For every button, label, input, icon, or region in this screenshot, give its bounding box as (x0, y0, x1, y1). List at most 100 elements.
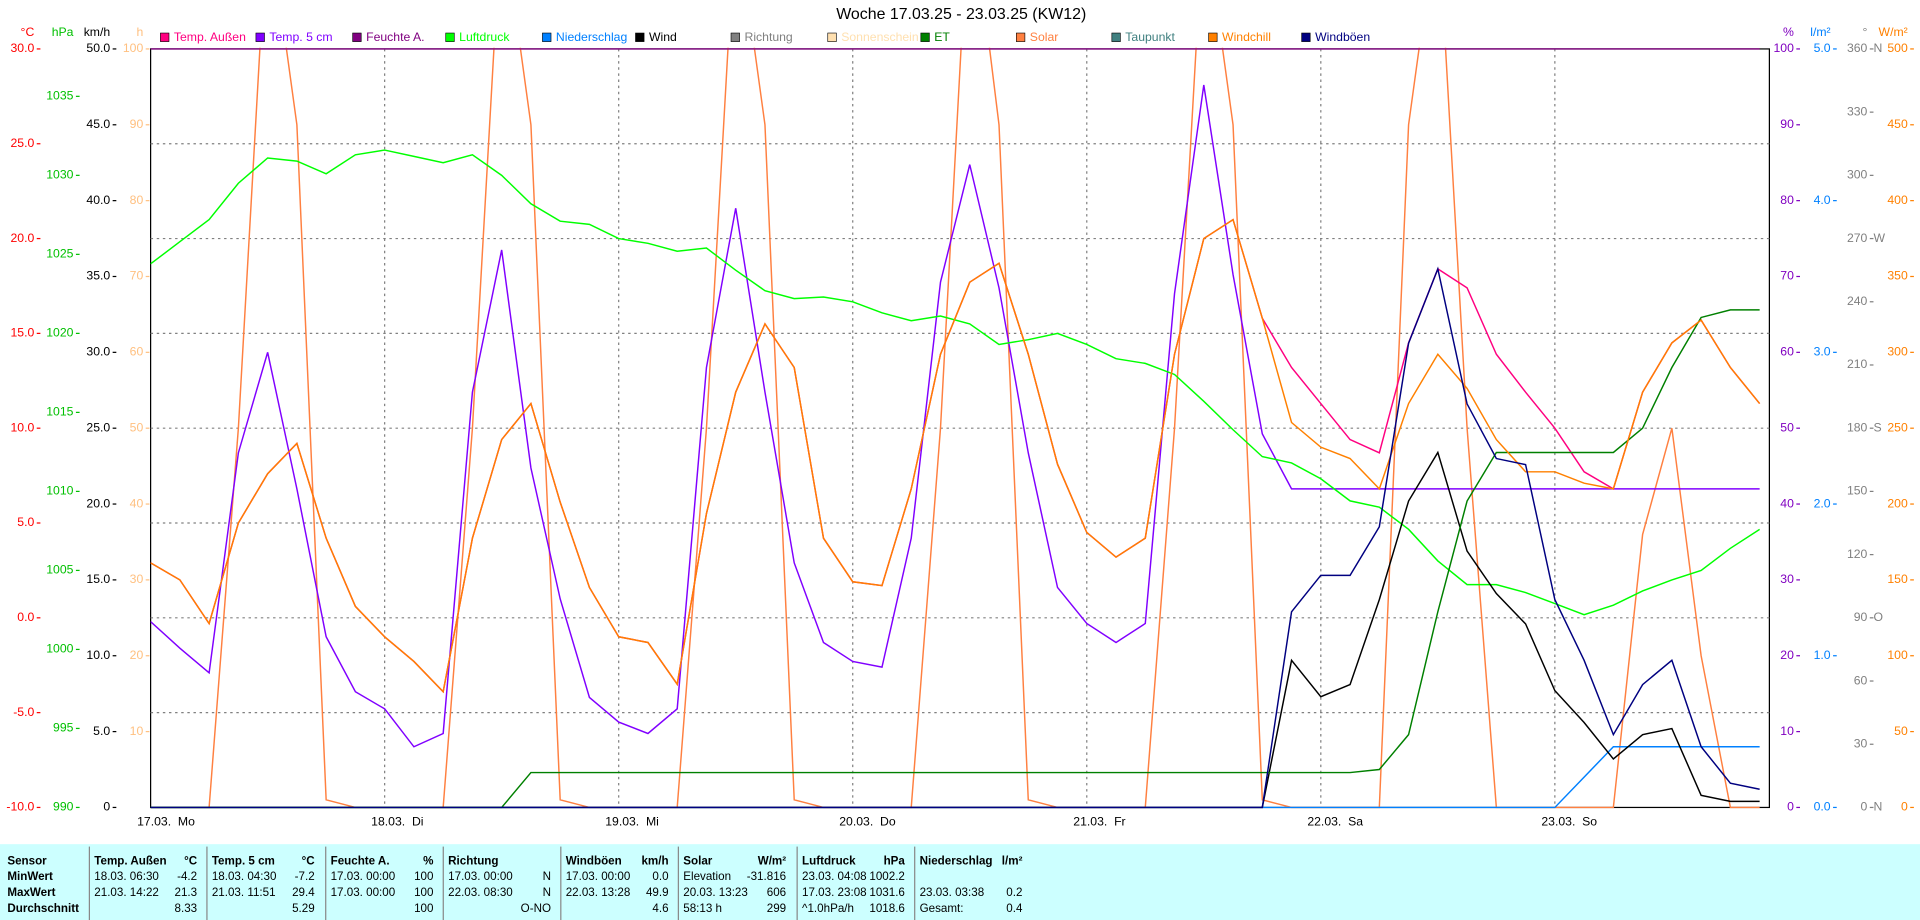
series-line (150, 84, 1760, 748)
y-tick-label: 90 (1854, 610, 1868, 624)
y-tick-label: 100 (1887, 648, 1908, 662)
y-tick-label: 240 (1847, 294, 1868, 308)
row-label: MinWert (7, 870, 53, 883)
y-tick-label: 30 (1854, 736, 1868, 750)
compass-label: N (1873, 800, 1882, 814)
y-tick-label: 200 (1887, 496, 1908, 510)
y-tick-label: 3.0 (1814, 345, 1831, 359)
legend-label: Richtung (744, 30, 792, 44)
table-cell: 23.03. 03:38 (920, 886, 985, 899)
y-tick-label: 250 (1887, 420, 1908, 434)
y-tick-label: 20 (1780, 648, 1794, 662)
y-tick-label: 80 (130, 193, 144, 207)
table-cell: 18.03. 04:30 (212, 870, 277, 883)
y-tick-label: 450 (1887, 117, 1908, 131)
table-cell: ^1.0hPa/h (802, 902, 854, 915)
y-tick-label: 100 (123, 41, 144, 55)
row-label: Durchschnitt (7, 902, 79, 915)
table-value: N (543, 870, 551, 883)
y-tick-label: 2.0 (1814, 496, 1831, 510)
y-tick-label: 45.0 (86, 117, 110, 131)
legend-swatch (1016, 32, 1026, 42)
y-tick-label: 90 (1780, 117, 1794, 131)
legend-label: ET (934, 30, 950, 44)
y-tick-label: 10.0 (10, 420, 34, 434)
x-tick-label: 22.03. Sa (1307, 814, 1363, 828)
y-tick-label: 1.0 (1814, 648, 1831, 662)
table-value: 299 (767, 902, 786, 915)
table-unit: hPa (884, 854, 906, 867)
legend-label: Temp. 5 cm (269, 30, 332, 44)
table-value: -7.2 (295, 870, 315, 883)
table-cell: 22.03. 13:28 (566, 886, 631, 899)
y-tick-label: 60 (1780, 345, 1794, 359)
table-value: 100 (414, 886, 433, 899)
y-tick-label: 150 (1847, 484, 1868, 498)
y-tick-label: 1010 (46, 484, 73, 498)
axis-unit: l/m² (1810, 25, 1830, 39)
table-header: Solar (683, 854, 713, 867)
legend-swatch (542, 32, 552, 42)
y-tick-label: 4.0 (1814, 193, 1831, 207)
x-tick-label: 21.03. Fr (1073, 814, 1125, 828)
y-tick-label: 20.0 (86, 496, 110, 510)
legend-label: Feuchte A. (366, 30, 424, 44)
x-tick-label: 23.03. So (1541, 814, 1597, 828)
y-tick-label: 30 (130, 572, 144, 586)
table-cell: 17.03. 00:00 (566, 870, 631, 883)
table-value: 4.6 (652, 902, 668, 915)
table-cell: 21.03. 14:22 (94, 886, 159, 899)
table-value: 0.4 (1006, 902, 1023, 915)
y-tick-label: -5.0 (13, 705, 34, 719)
y-tick-label: 5.0 (17, 515, 34, 529)
table-cell: 17.03. 00:00 (448, 870, 513, 883)
table-cell: 17.03. 00:00 (331, 886, 396, 899)
table-unit: % (423, 854, 434, 867)
legend-label: Windböen (1315, 30, 1370, 44)
y-tick-label: 35.0 (86, 269, 110, 283)
legend-label: Wind (649, 30, 677, 44)
legend-swatch (445, 32, 455, 42)
y-tick-label: 150 (1887, 572, 1908, 586)
table-value: 606 (767, 886, 786, 899)
y-tick-label: 40 (130, 496, 144, 510)
legend-swatch (1111, 32, 1121, 42)
chart-title: Woche 17.03.25 - 23.03.25 (KW12) (836, 6, 1086, 23)
table-value: N (543, 886, 551, 899)
legend-swatch (160, 32, 170, 42)
y-tick-label: 270 (1847, 231, 1868, 245)
y-tick-label: 20 (130, 648, 144, 662)
y-tick-label: 80 (1780, 193, 1794, 207)
table-value: -31.816 (747, 870, 786, 883)
axis-unit: ° (1862, 25, 1867, 39)
table-cell: 23.03. 04:08 (802, 870, 867, 883)
y-tick-label: 0.0 (1814, 800, 1831, 814)
y-tick-label: 330 (1847, 104, 1868, 118)
y-tick-label: 25.0 (86, 420, 110, 434)
table-header: Feuchte A. (331, 854, 390, 867)
y-tick-label: 40.0 (86, 193, 110, 207)
y-tick-label: -10.0 (6, 800, 34, 814)
y-tick-label: 5.0 (93, 724, 110, 738)
table-value: 5.29 (292, 902, 315, 915)
table-unit: °C (302, 854, 316, 867)
y-tick-label: 40 (1780, 496, 1794, 510)
legend-label: Solar (1030, 30, 1059, 44)
table-value: 29.4 (292, 886, 315, 899)
table-value: 100 (414, 902, 433, 915)
axis-unit: h (136, 25, 143, 39)
table-cell: 18.03. 06:30 (94, 870, 159, 883)
legend-label: Niederschlag (556, 30, 628, 44)
legend-label: Sonnenschein (841, 30, 918, 44)
legend-label: Windchill (1222, 30, 1271, 44)
table-cell: 21.03. 11:51 (212, 886, 276, 899)
table-header: Richtung (448, 854, 498, 867)
table-value: 1018.6 (869, 902, 905, 915)
series-line (150, 266, 1760, 809)
y-tick-label: 100 (1773, 41, 1794, 55)
table-value: O-NO (521, 902, 551, 915)
compass-label: N (1873, 41, 1882, 55)
table-header: Luftdruck (802, 854, 856, 867)
